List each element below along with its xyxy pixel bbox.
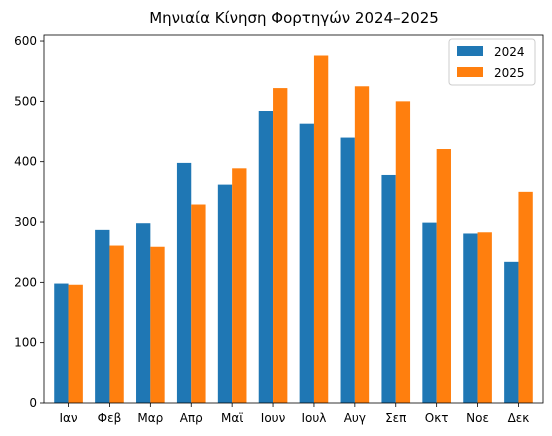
x-tick-label: Ιουλ (301, 411, 326, 425)
x-tick-label: Μαρ (137, 411, 163, 425)
x-tick-label: Νοε (466, 411, 489, 425)
bar-2024-Αυγ (340, 137, 355, 403)
bar-2025-Φεβ (109, 245, 124, 403)
bar-2024-Μαϊ (217, 184, 233, 403)
x-tick-label: Αυγ (344, 411, 366, 425)
x-tick-label: Απρ (180, 411, 203, 425)
y-tick-label: 300 (14, 215, 37, 229)
y-tick-label: 100 (14, 336, 37, 350)
bar-2025-Μαρ (150, 246, 165, 403)
legend-swatch-2025 (457, 67, 483, 77)
bar-2025-Απρ (191, 204, 206, 403)
bar-2024-Δεκ (504, 261, 519, 403)
bar-2024-Φεβ (95, 229, 110, 403)
bar-2025-Ιουλ (313, 55, 329, 403)
x-tick-label: Μαϊ (221, 411, 243, 425)
bar-2024-Απρ (176, 162, 192, 403)
legend-label-2025: 2025 (494, 66, 525, 80)
y-tick-label: 400 (14, 155, 37, 169)
x-tick-label: Ιουν (261, 411, 286, 425)
chart-title: Μηνιαία Κίνηση Φορτηγών 2024–2025 (149, 9, 439, 27)
legend-label-2024: 2024 (494, 45, 525, 59)
x-tick-label: Σεπ (385, 411, 406, 425)
bar-2024-Νοε (463, 233, 478, 403)
legend-swatch-2024 (457, 46, 483, 56)
bar-2025-Δεκ (518, 191, 533, 403)
bar-2024-Ιουν (258, 111, 274, 403)
x-tick-label: Φεβ (98, 411, 122, 425)
axes-frame (43, 34, 544, 404)
y-tick-label: 500 (14, 94, 37, 108)
bar-2024-Ιουλ (299, 123, 314, 404)
bar-2024-Μαρ (136, 223, 151, 403)
bar-2024-Σεπ (381, 174, 396, 403)
bar-2025-Ιαν (68, 284, 83, 403)
y-tick-label: 0 (29, 396, 37, 410)
bar-2025-Σεπ (395, 101, 411, 404)
plot-area: 0 100 200 300 400 500 600 Ιαν Φεβ Μαρ Απρ Μαϊ Ιουν Ιο… (14, 34, 544, 425)
y-tick-label: 200 (14, 275, 37, 289)
bar-2024-Ιαν (54, 283, 69, 403)
bar-2024-Οκτ (422, 222, 437, 403)
bar-2025-Αυγ (354, 86, 370, 403)
bar-2025-Νοε (477, 232, 492, 403)
x-tick-label: Δεκ (508, 411, 530, 425)
legend: 2024 2025 (448, 38, 536, 86)
x-tick-label: Ιαν (59, 411, 77, 425)
bar-2025-Μαϊ (232, 168, 247, 403)
bar-2025-Οκτ (436, 149, 451, 403)
x-tick-label: Οκτ (425, 411, 449, 425)
bar-2025-Ιουν (273, 88, 288, 403)
y-tick-label: 600 (14, 34, 37, 48)
